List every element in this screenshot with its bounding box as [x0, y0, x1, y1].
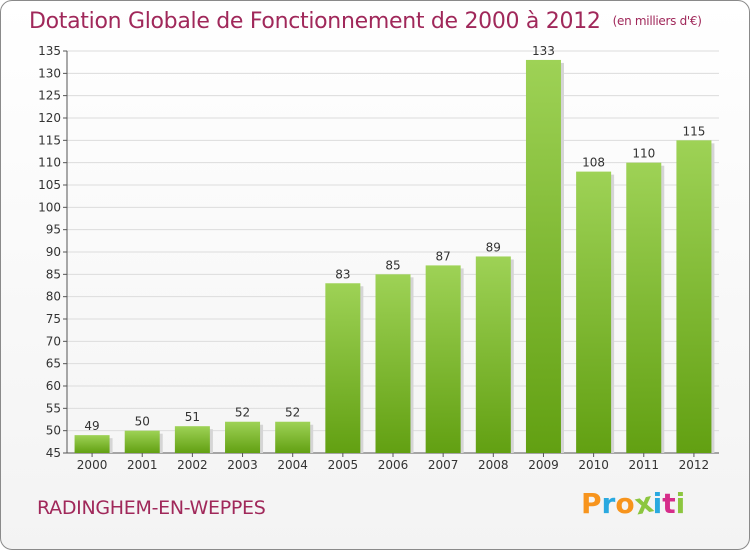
x-tick-label: 2000: [77, 458, 108, 472]
data-label: 83: [335, 267, 350, 281]
bar: [676, 140, 712, 454]
city-name: RADINGHEM-EN-WEPPES: [37, 497, 266, 519]
y-tick-label: 110: [38, 156, 61, 170]
logo-letter: i: [675, 487, 686, 520]
x-tick-label: 2009: [528, 458, 559, 472]
x-tick-label: 2006: [378, 458, 409, 472]
y-tick-label: 100: [38, 200, 61, 214]
data-label: 87: [436, 249, 451, 263]
y-tick-label: 105: [38, 178, 61, 192]
x-tick-label: 2007: [428, 458, 459, 472]
logo-letter: P: [581, 487, 602, 520]
logo-letter: i: [652, 487, 663, 520]
chart-title: Dotation Globale de Fonctionnement de 20…: [29, 9, 702, 34]
bar: [174, 426, 210, 453]
y-tick-label: 80: [46, 290, 61, 304]
bar: [525, 59, 561, 453]
y-tick-label: 70: [46, 334, 61, 348]
x-tick-label: 2001: [127, 458, 158, 472]
data-label: 85: [385, 258, 400, 272]
x-tick-label: 2012: [679, 458, 710, 472]
bar: [375, 274, 411, 453]
logo-letter: o: [615, 487, 635, 520]
y-tick-label: 60: [46, 379, 61, 393]
logo-letter: t: [662, 487, 676, 520]
bar: [475, 256, 511, 453]
y-tick-label: 90: [46, 245, 61, 259]
bar: [124, 430, 160, 453]
title-text: Dotation Globale de Fonctionnement de 20…: [29, 9, 601, 34]
data-label: 115: [682, 124, 705, 138]
axes: 45 50 55 60 65 70 75 80 85 90 95 100 105 110 115 120 125…: [38, 44, 719, 472]
data-label: 110: [632, 147, 655, 161]
data-label: 52: [235, 406, 250, 420]
y-tick-label: 125: [38, 89, 61, 103]
y-tick-label: 65: [46, 357, 61, 371]
x-tick-label: 2005: [328, 458, 359, 472]
y-tick-label: 115: [38, 133, 61, 147]
x-tick-label: 2010: [578, 458, 609, 472]
bar: [325, 283, 361, 453]
y-tick-label: 130: [38, 66, 61, 80]
data-label: 51: [185, 410, 200, 424]
x-tick-label: 2011: [628, 458, 659, 472]
data-label: 133: [532, 44, 555, 58]
x-tick-label: 2003: [227, 458, 258, 472]
y-tick-label: 85: [46, 267, 61, 281]
data-label: 89: [486, 240, 501, 254]
bar: [425, 265, 461, 453]
bar: [74, 435, 110, 453]
y-tick-label: 135: [38, 44, 61, 58]
bar: [626, 162, 662, 453]
y-tick-label: 55: [46, 401, 61, 415]
y-tick-label: 50: [46, 424, 61, 438]
y-tick-label: 45: [46, 446, 61, 460]
x-tick-label: 2004: [277, 458, 308, 472]
bars: 49 50 51 52 52 83 85 87 89 133 108 110 115: [74, 44, 715, 454]
y-tick-label: 95: [46, 223, 61, 237]
y-tick-label: 120: [38, 111, 61, 125]
data-label: 52: [285, 406, 300, 420]
data-label: 50: [135, 415, 150, 429]
y-tick-label: 75: [46, 312, 61, 326]
bar: [225, 421, 261, 453]
x-tick-label: 2002: [177, 458, 208, 472]
bar: [275, 421, 311, 453]
data-label: 49: [84, 419, 99, 433]
logo-letter: r: [601, 487, 616, 520]
x-tick-label: 2008: [478, 458, 509, 472]
proxiti-logo[interactable]: Proxiti: [581, 485, 686, 521]
bar: [576, 171, 612, 453]
unit-label: (en milliers d'€): [612, 14, 702, 28]
data-label: 108: [582, 156, 605, 170]
